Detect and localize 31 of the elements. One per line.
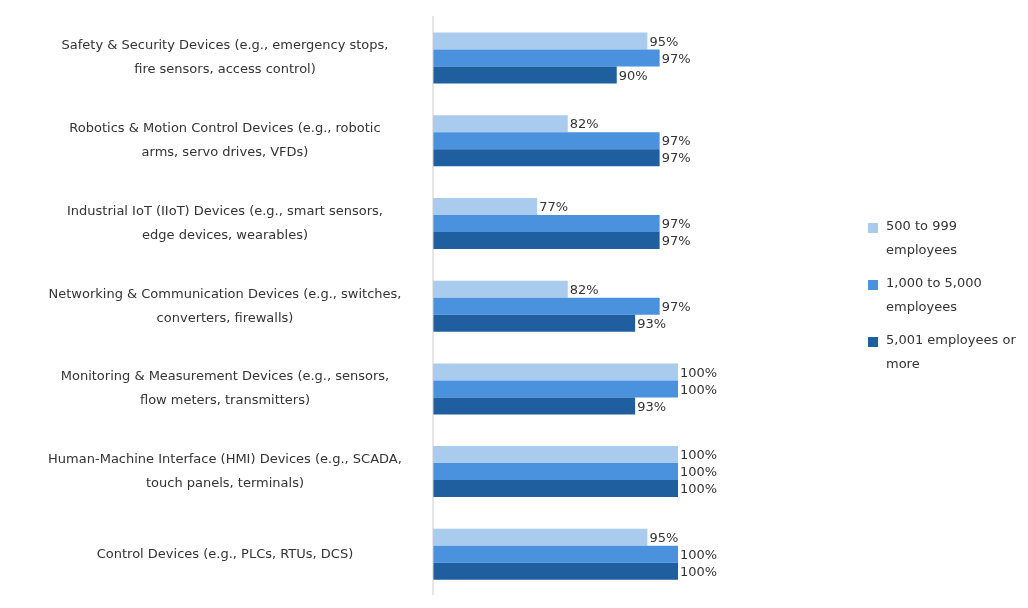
data-label: 93% [637, 398, 667, 414]
data-label: 95% [649, 33, 679, 49]
data-label: 97% [661, 233, 691, 249]
data-label: 97% [661, 50, 691, 66]
data-label: 90% [618, 67, 648, 83]
y-tick-label: Monitoring & Measurement Devices (e.g., sensors, flow meters, transmitters) [60, 367, 390, 407]
legend-label: 1,000 to 5,000 employees [886, 273, 983, 316]
data-label: 97% [661, 133, 691, 149]
y-tick-label: Robotics & Motion Control Devices (e.g., robotic arms, servo drives, VFDs) [69, 119, 381, 159]
legend-label: 5,001 employees or more [886, 330, 1017, 373]
data-label: 77% [539, 199, 569, 215]
y-tick-label: Control Devices (e.g., PLCs, RTUs, DCS) [96, 545, 354, 561]
data-label: 100% [680, 546, 718, 562]
data-label: 100% [680, 464, 718, 480]
y-tick-label: Safety & Security Devices (e.g., emergency stops, fire sensors, access control) [61, 36, 389, 76]
data-label: 100% [680, 381, 718, 397]
data-label: 97% [661, 298, 691, 314]
y-tick-label: Human-Machine Interface (HMI) Devices (e.g., SCADA, touch panels, terminals) [48, 450, 402, 490]
data-label: 100% [680, 364, 718, 380]
data-label: 97% [661, 216, 691, 232]
data-label: 100% [680, 481, 718, 497]
data-label: 100% [680, 563, 718, 579]
legend-label: 500 to 999 employees [886, 216, 958, 259]
data-label: 82% [569, 281, 599, 297]
data-label: 93% [637, 315, 667, 331]
y-tick-label: Networking & Communication Devices (e.g., switches, converters, firewalls) [48, 285, 402, 324]
data-label: 97% [661, 150, 691, 166]
y-tick-label: Industrial IoT (IIoT) Devices (e.g., smart sensors, edge devices, wearables) [67, 202, 383, 242]
data-label: 95% [649, 529, 679, 545]
data-label: 82% [569, 116, 599, 132]
data-label: 100% [680, 447, 718, 463]
